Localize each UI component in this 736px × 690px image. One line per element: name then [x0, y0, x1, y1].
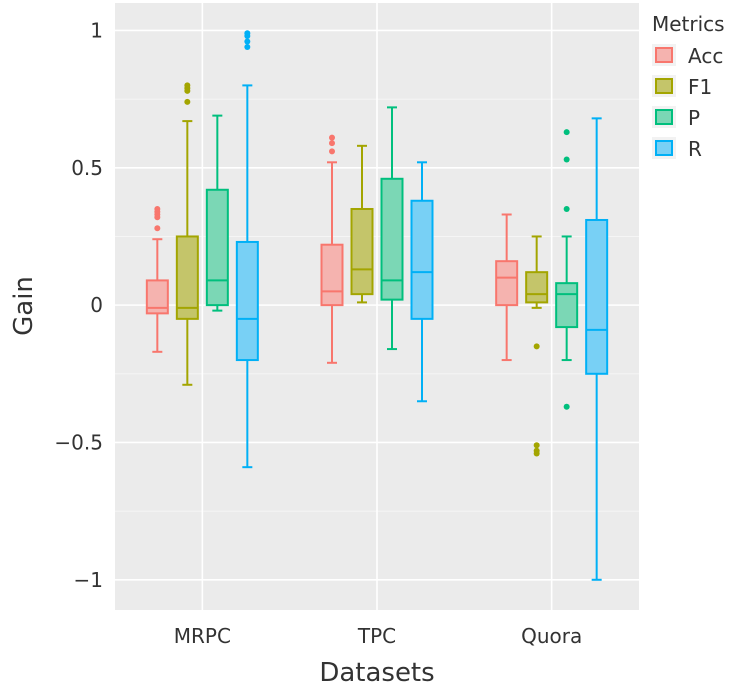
legend-key	[655, 47, 673, 63]
legend-label: Acc	[688, 44, 723, 68]
box-f1-tpc	[350, 144, 374, 304]
legend-label: R	[688, 137, 702, 161]
outlier-point	[533, 442, 540, 449]
outlier-point	[184, 98, 191, 105]
outlier-point	[329, 148, 335, 155]
iqr-box	[235, 240, 259, 362]
y-tick-label: 0.5	[71, 156, 103, 180]
legend-item-p: P	[652, 106, 700, 130]
outlier-point	[329, 134, 335, 141]
y-axis-title: Gain	[9, 276, 39, 336]
legend-item-f1: F1	[652, 75, 712, 99]
y-tick-label: −0.5	[54, 430, 103, 454]
box-p-tpc	[380, 106, 404, 351]
outlier-point	[533, 343, 540, 350]
legend-label: P	[688, 106, 700, 130]
legend-title: Metrics	[652, 12, 725, 36]
y-tick-label: 0	[90, 293, 103, 317]
legend-label: F1	[688, 75, 712, 99]
box-acc-mrpc	[145, 205, 169, 353]
box-r-tpc	[410, 161, 434, 403]
outlier-point	[329, 140, 335, 147]
iqr-box	[320, 243, 344, 307]
legend-item-acc: Acc	[652, 44, 723, 68]
outlier-point	[244, 30, 251, 37]
y-tick-label: −1	[74, 568, 103, 592]
x-tick-label: MRPC	[174, 624, 231, 648]
outlier-point	[244, 38, 251, 45]
y-tick-label: 1	[90, 18, 103, 42]
outlier-point	[533, 450, 540, 457]
box-p-mrpc	[205, 114, 229, 312]
outlier-point	[154, 225, 161, 232]
legend-item-r: R	[652, 137, 702, 161]
box-p-quora	[555, 129, 579, 410]
boxes	[145, 30, 609, 581]
box-f1-mrpc	[175, 82, 199, 386]
legend-key	[655, 140, 673, 156]
x-tick-label: Quora	[521, 624, 582, 648]
iqr-box	[410, 199, 434, 320]
x-axis-title: Datasets	[319, 658, 434, 686]
outlier-point	[184, 82, 191, 89]
box-r-quora	[585, 117, 609, 581]
axes: 1 0.5 0 −0.5 −1 MRPC TPC Quora	[54, 18, 582, 648]
iqr-box	[145, 279, 169, 315]
iqr-box	[585, 218, 609, 375]
iqr-box	[525, 271, 549, 304]
legend-key	[655, 78, 673, 94]
legend: Metrics Acc F1 PR	[652, 12, 725, 161]
outlier-point	[563, 156, 570, 163]
box-r-mrpc	[235, 30, 259, 469]
iqr-box	[555, 282, 579, 329]
iqr-box	[380, 177, 404, 301]
legend-key	[655, 109, 673, 125]
outlier-point	[154, 205, 161, 212]
iqr-box	[205, 188, 229, 307]
box-acc-tpc	[320, 134, 344, 364]
box-f1-quora	[525, 235, 549, 457]
outlier-point	[244, 43, 251, 50]
grid-lines	[115, 3, 639, 610]
iqr-box	[495, 260, 519, 307]
box-acc-quora	[495, 213, 519, 362]
outlier-point	[563, 205, 570, 212]
outlier-point	[563, 403, 570, 410]
iqr-box	[175, 235, 199, 320]
outlier-point	[563, 129, 570, 136]
iqr-box	[350, 207, 374, 296]
x-tick-label: TPC	[357, 624, 396, 648]
